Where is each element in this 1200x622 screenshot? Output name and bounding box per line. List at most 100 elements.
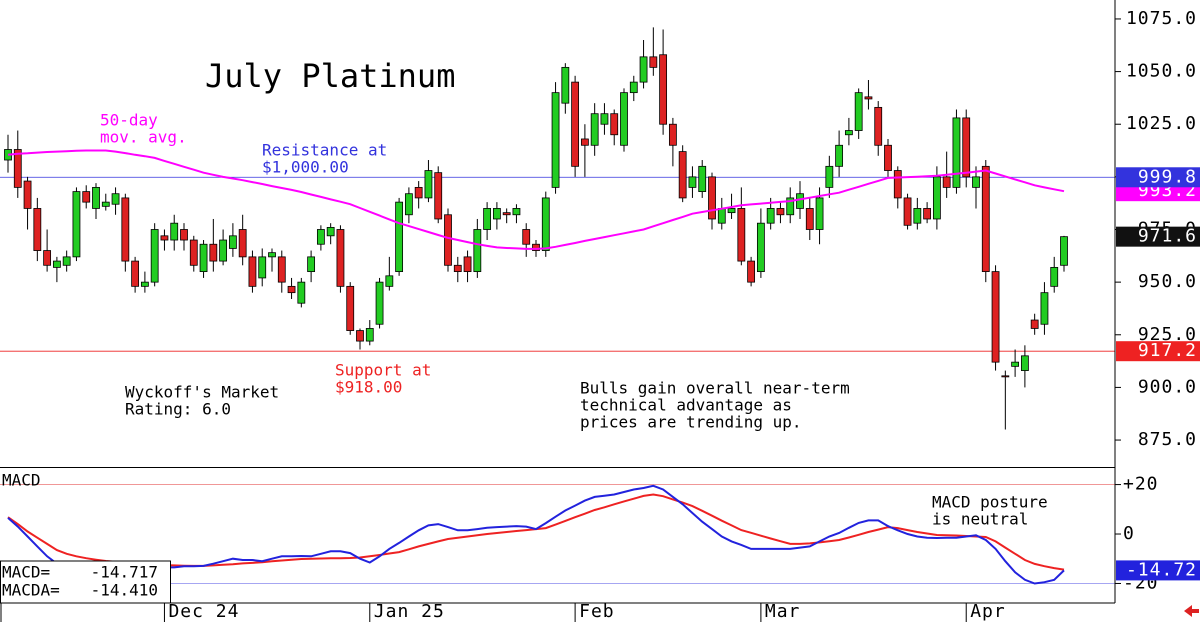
resistance-value-label: 999.8 [1138,166,1197,187]
candle-body [835,144,844,167]
candle-body [375,281,384,325]
candle-body [796,193,804,209]
candle-body [404,193,413,216]
candle-body [1060,236,1068,266]
candle-body [140,281,149,287]
macd-value-label-box [1116,560,1200,581]
support-annotation: $918.00 [335,378,402,397]
legend-label: MACDA= [2,581,60,600]
candle-body [316,229,325,245]
candle-body [864,96,873,100]
candle-body [844,130,853,136]
macd-line [7,484,1065,585]
candle-body [952,117,961,188]
support-value-label: 917.2 [1138,340,1197,361]
candle-body [268,252,276,258]
candle-body [258,256,267,279]
candle-body [541,197,550,251]
candle-body [277,256,286,283]
candle-body [649,56,658,68]
candle-body [1020,355,1029,371]
candle-body [385,275,394,287]
candle-body [629,81,638,94]
candle-body [121,197,130,262]
candle-body [170,222,179,241]
last-close-label: 971.6 [1138,226,1197,247]
annotation: prices are trending up. [580,413,802,432]
candle-body [698,165,707,193]
x-tick-label: Dec 24 [168,601,239,622]
candle-body [336,229,345,287]
candle-body [297,281,306,304]
candle-body [131,260,140,287]
candle-body [962,117,971,178]
candle-body [903,197,912,226]
candle-body [483,208,492,230]
macd-title: MACD [2,471,41,490]
candle-body [512,208,521,216]
candle-body [453,264,462,273]
candle-body [492,208,501,220]
candle-body [932,176,941,220]
candle-body [923,208,932,220]
candle-body [854,92,863,131]
candle-body [981,165,990,273]
candle-body [502,212,511,216]
candle-body [365,328,374,342]
macd-value-label: -14.72 [1126,559,1197,580]
ma-label: 50-day [100,111,158,130]
candle-body [326,226,335,237]
candle-body [551,92,560,188]
candle-body [424,170,433,199]
y-tick-label: 1075.0 [1126,8,1197,29]
candle-body [356,330,364,342]
candle-body [1050,266,1059,287]
candle-body [92,186,100,209]
candle-body [62,256,71,266]
candle-body [590,113,599,146]
candle-body [639,56,648,83]
y-tick-label: 1025.0 [1126,113,1197,134]
candle-body [561,66,570,104]
candle-body [766,208,775,224]
candle-body [874,106,883,146]
candle-body [13,149,22,188]
resistance-annotation: Resistance at [262,141,387,160]
candle-body [160,235,169,241]
candle-body [414,186,423,199]
y-tick-label: 875.0 [1138,429,1197,450]
candle-body [522,229,531,245]
y-tick-label: 950.0 [1138,271,1197,292]
annotation: technical advantage as [580,396,792,415]
y-tick-label: +20 [1123,474,1159,495]
grid-layer: 875.0900.0925.0950.0975.01000.01025.0105… [0,8,1197,622]
candle-body [571,81,580,167]
candle-body [346,285,355,331]
candle-body [219,239,228,262]
candle-body [737,208,746,262]
candle-body [913,208,922,224]
candle-body [307,256,316,273]
candle-body [717,208,726,224]
candle-body [884,144,892,171]
candle-body [747,260,756,283]
x-tick-label: Mar [765,601,801,622]
scroll-arrow-icon[interactable] [1184,605,1199,617]
candle-body [893,170,902,199]
resistance-annotation: $1,000.00 [262,158,349,177]
y-tick-label: 0 [1123,523,1135,544]
y-tick-label: 900.0 [1138,376,1197,397]
candle-body [1011,361,1020,367]
annotation: Bulls gain overall near-term [580,379,850,398]
candle-body [209,243,218,262]
legend-box [0,560,171,604]
candle-body [189,239,198,266]
candle-body [776,208,785,216]
candle-body [287,285,296,294]
candle-body [972,176,980,188]
candle-body [580,138,589,146]
candle-body [678,151,687,199]
